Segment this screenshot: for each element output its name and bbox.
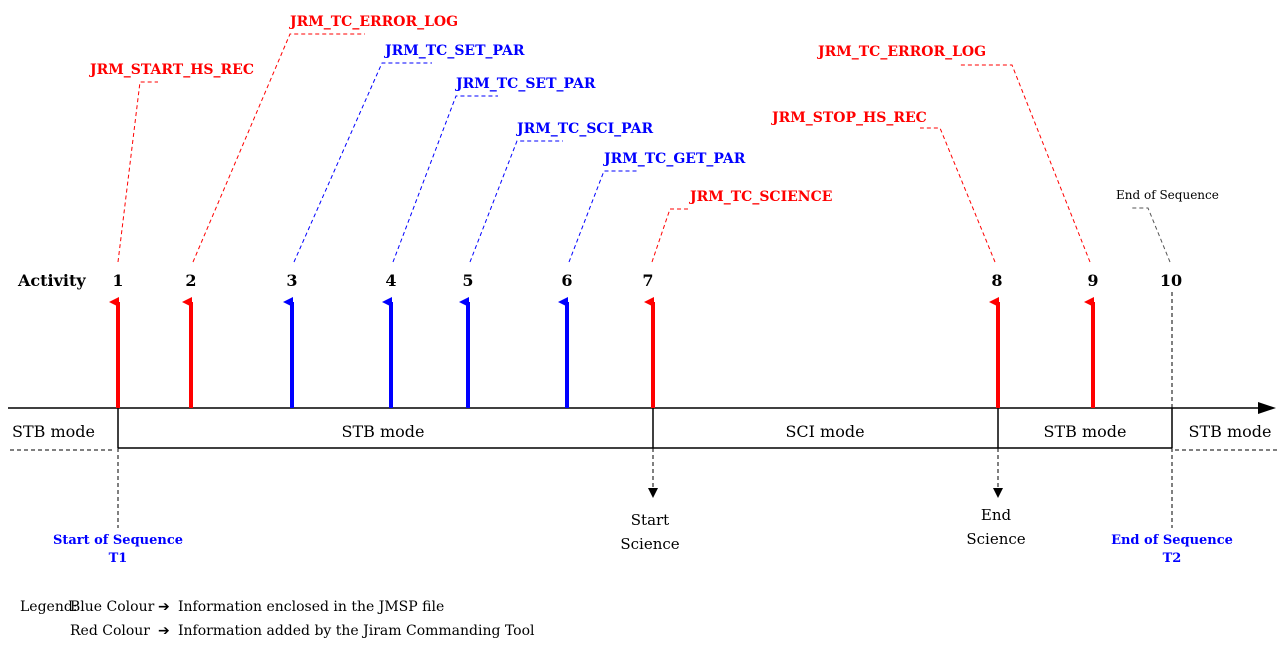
mode-label-stb-2: STB mode bbox=[1044, 422, 1127, 441]
activity-number: 7 bbox=[642, 271, 653, 290]
activity-3: 3 JRM_TC_SET_PAR bbox=[283, 43, 525, 408]
end-science-marker: End Science bbox=[966, 448, 1026, 548]
command-label: JRM_TC_ERROR_LOG bbox=[288, 14, 458, 30]
command-label: JRM_TC_ERROR_LOG bbox=[816, 44, 986, 60]
callout-leader bbox=[1130, 207, 1171, 263]
callout-leader bbox=[920, 127, 996, 263]
callout-leader bbox=[392, 95, 498, 263]
command-label: JRM_TC_SCIENCE bbox=[688, 189, 832, 205]
callout-leader bbox=[293, 62, 432, 263]
start-science-marker: Start Science bbox=[620, 448, 680, 553]
activity-8: 8 JRM_STOP_HS_REC bbox=[770, 110, 1003, 408]
activity-7: 7 JRM_TC_SCIENCE bbox=[642, 189, 832, 408]
activity-number: 6 bbox=[561, 271, 572, 290]
callout-leader bbox=[568, 170, 637, 263]
start-sequence-marker: Start of Sequence T1 bbox=[53, 448, 183, 566]
activity-5: 5 JRM_TC_SCI_PAR bbox=[459, 121, 653, 408]
activity-number: 3 bbox=[286, 271, 297, 290]
legend-blue-label: Blue Colour bbox=[70, 599, 155, 615]
marker-label-line2: T1 bbox=[109, 551, 128, 566]
marker-label-line1: End bbox=[981, 506, 1012, 524]
callout-leader bbox=[192, 33, 365, 263]
activity-number: 9 bbox=[1087, 271, 1098, 290]
activity-number: 10 bbox=[1160, 271, 1182, 290]
marker-label-line2: Science bbox=[620, 535, 679, 553]
legend-blue-text: Information enclosed in the JMSP file bbox=[178, 599, 444, 615]
mode-label-sci: SCI mode bbox=[785, 422, 864, 441]
command-label: JRM_TC_SET_PAR bbox=[383, 43, 525, 59]
command-label: JRM_TC_SET_PAR bbox=[454, 76, 596, 92]
marker-label-line2: T2 bbox=[1163, 551, 1182, 566]
legend-red-arrow-icon: ➔ bbox=[158, 623, 170, 639]
activity-number: 5 bbox=[462, 271, 473, 290]
end-sequence-marker: End of Sequence T2 bbox=[1111, 448, 1233, 566]
command-label: JRM_TC_GET_PAR bbox=[602, 151, 746, 167]
legend-red-text: Information added by the Jiram Commandin… bbox=[178, 623, 535, 639]
command-label: JRM_START_HS_REC bbox=[88, 62, 254, 78]
command-label: End of Sequence bbox=[1116, 188, 1219, 202]
command-label: JRM_STOP_HS_REC bbox=[770, 110, 927, 126]
legend-title: Legend: bbox=[20, 599, 78, 615]
activity-number: 4 bbox=[385, 271, 396, 290]
activity-number: 2 bbox=[185, 271, 196, 290]
mode-label-pre: STB mode bbox=[12, 422, 95, 441]
marker-arrowhead bbox=[993, 488, 1003, 498]
activity-number: 1 bbox=[112, 271, 123, 290]
activity-number: 8 bbox=[991, 271, 1002, 290]
activity-10: 10 End of Sequence bbox=[1116, 188, 1219, 408]
legend-red-label: Red Colour bbox=[70, 623, 150, 639]
callout-leader bbox=[469, 140, 563, 263]
marker-label-line2: Science bbox=[966, 530, 1025, 548]
callout-leader bbox=[117, 81, 158, 263]
activity-6: 6 JRM_TC_GET_PAR bbox=[558, 151, 746, 408]
callout-leader bbox=[960, 64, 1091, 263]
activity-9: 9 JRM_TC_ERROR_LOG bbox=[816, 44, 1099, 408]
marker-arrowhead bbox=[648, 488, 658, 498]
marker-label-line1: Start bbox=[631, 511, 669, 529]
legend: Legend: Blue Colour ➔ Information enclos… bbox=[20, 599, 535, 639]
timeline-axis-arrowhead bbox=[1258, 402, 1276, 414]
marker-label-line1: Start of Sequence bbox=[53, 533, 183, 548]
timeline bbox=[8, 402, 1278, 451]
activity-label: Activity bbox=[17, 271, 86, 290]
legend-blue-arrow-icon: ➔ bbox=[158, 599, 170, 615]
mode-label-post: STB mode bbox=[1189, 422, 1272, 441]
activity-1: 1 JRM_START_HS_REC bbox=[88, 62, 254, 408]
callout-leader bbox=[651, 208, 688, 263]
command-label: JRM_TC_SCI_PAR bbox=[515, 121, 653, 137]
mode-label-stb-1: STB mode bbox=[342, 422, 425, 441]
activity-2: 2 JRM_TC_ERROR_LOG bbox=[182, 14, 458, 408]
activity-4: 4 JRM_TC_SET_PAR bbox=[382, 76, 596, 408]
marker-label-line1: End of Sequence bbox=[1111, 533, 1233, 548]
